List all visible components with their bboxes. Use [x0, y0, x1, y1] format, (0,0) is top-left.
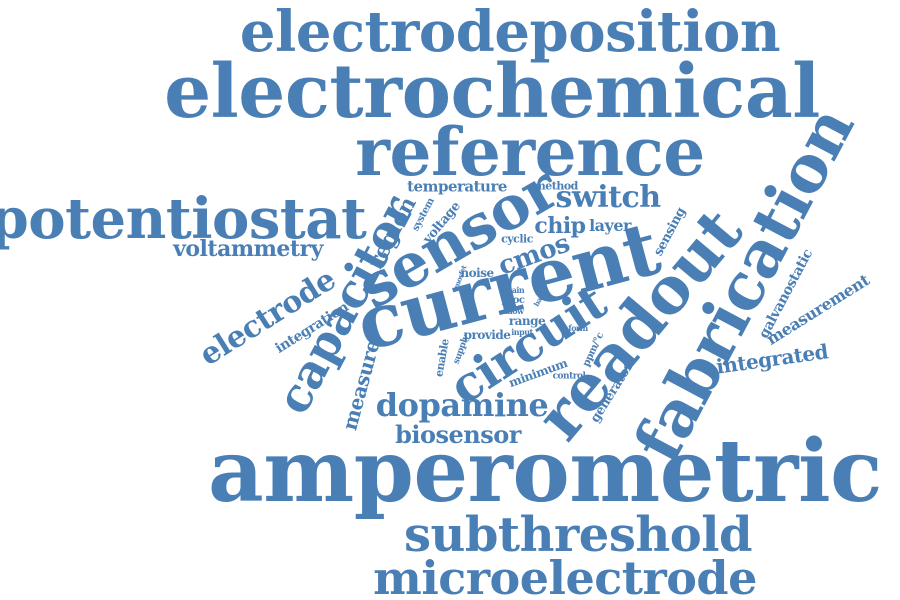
word: biosensor [395, 420, 521, 449]
word: provide [463, 328, 511, 342]
word: reference [355, 113, 705, 191]
word: electrodeposition [239, 0, 781, 65]
word: noise [460, 266, 494, 280]
word: microelectrode [373, 551, 757, 600]
word: layer [589, 216, 631, 235]
word: switch [555, 180, 661, 215]
word: potentiostat [0, 186, 367, 252]
word: chip [534, 213, 586, 239]
word: proc [501, 295, 525, 306]
word: electrochemical [164, 49, 820, 135]
word: dopamine [375, 386, 549, 424]
word: control [552, 371, 586, 382]
word: input [511, 327, 533, 337]
word: range [508, 314, 546, 328]
word: cyclic [501, 232, 533, 246]
word: temperature [407, 177, 507, 196]
word: subthreshold [403, 507, 753, 563]
word: main [503, 285, 525, 295]
word: form [568, 323, 588, 333]
word: method [534, 179, 578, 193]
word: allow [502, 306, 524, 316]
word: voltammetry [173, 236, 323, 262]
word: amperometric [207, 421, 883, 522]
